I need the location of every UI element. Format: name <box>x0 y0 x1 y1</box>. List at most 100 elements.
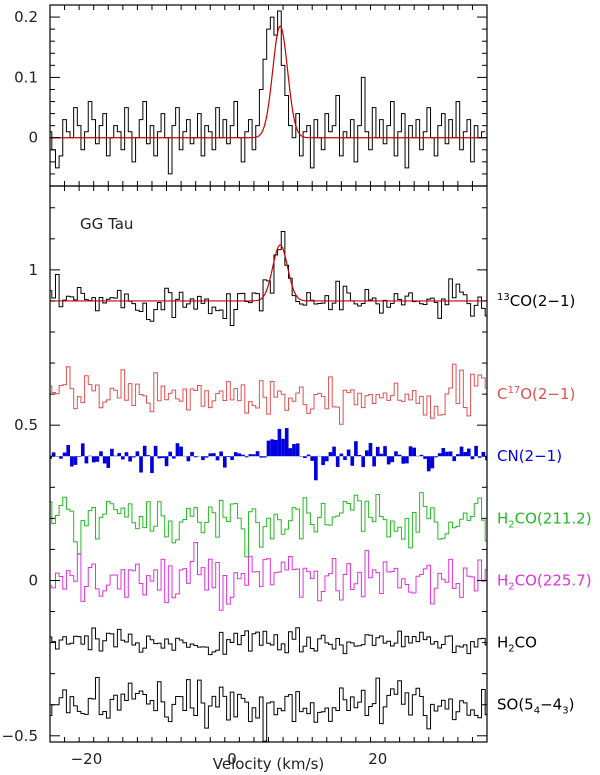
cn-channel-bar <box>255 451 260 457</box>
top-spectrum <box>50 10 486 175</box>
spectrum-6 <box>50 677 487 742</box>
cn-channel-bar <box>259 456 264 458</box>
series-label: H2CO(211.2) <box>497 509 592 530</box>
cn-channel-bar <box>485 456 487 461</box>
cn-channel-bar <box>470 456 475 460</box>
cn-channel-bar <box>295 443 300 457</box>
y-tick-label: −0.5 <box>2 727 38 745</box>
y-tick-label: 0.5 <box>14 416 38 434</box>
cn-channel-bar <box>95 456 100 462</box>
cn-channel-bar <box>124 452 129 457</box>
series-label: C17O(2−1) <box>497 385 575 403</box>
cn-channel-bar <box>128 456 132 462</box>
cn-channel-bar <box>102 456 107 464</box>
cn-channel-bar <box>288 448 293 457</box>
series-label: SO(54−43) <box>497 696 574 717</box>
cn-channel-bar <box>142 445 147 457</box>
cn-channel-bar <box>230 456 234 461</box>
series-label: 13CO(2−1) <box>497 292 575 310</box>
x-tick-label: 20 <box>368 750 387 768</box>
cn-channel-bar <box>266 440 271 457</box>
cn-channel-bar <box>357 454 362 457</box>
cn-channel-bar <box>248 454 253 457</box>
spectrum-3 <box>50 492 487 558</box>
cn-channel-bar <box>350 456 355 466</box>
cn-channel-bar <box>459 446 464 457</box>
cn-channel-bar <box>448 451 453 457</box>
x-tick-label: −20 <box>71 750 103 768</box>
cn-channel-bar <box>190 451 194 457</box>
cn-channel-bar <box>452 456 457 462</box>
cn-channel-bar <box>233 452 238 457</box>
y-tick-label: 0.1 <box>14 68 38 86</box>
cn-channel-bar <box>51 452 56 457</box>
top-panel: 0 0.1 0.2 <box>14 4 488 187</box>
cn-channel-bar <box>222 456 227 468</box>
cn-channel-bar <box>401 456 406 464</box>
cn-channel-bar <box>270 439 274 457</box>
y-tick-label: 0.2 <box>14 8 38 26</box>
cn-channel-bar <box>77 456 81 457</box>
cn-channel-bar <box>201 456 205 461</box>
gaussian-fit <box>50 244 487 302</box>
cn-channel-bar <box>477 456 482 458</box>
spectrum-4 <box>50 541 487 611</box>
x-axis-label: Velocity (km/s) <box>213 755 324 773</box>
cn-channel-bar <box>219 451 223 457</box>
cn-channel-bar <box>481 451 486 457</box>
cn-channel-bar <box>186 456 191 462</box>
top-gaussian-fit <box>50 25 487 139</box>
cn-channel-bar <box>405 456 409 464</box>
cn-channel-bar <box>244 456 249 458</box>
cn-channel-bar <box>110 448 114 457</box>
cn-channel-bar <box>474 445 478 457</box>
cn-channel-bar <box>346 449 351 457</box>
plot-frame <box>49 4 488 187</box>
cn-channel-bar <box>106 456 111 468</box>
cn-channel-bar <box>419 454 424 457</box>
cn-channel-bar <box>394 451 398 457</box>
cn-channel-bar <box>252 454 256 457</box>
cn-channel-bar <box>445 451 449 457</box>
cn-channel-bar <box>303 456 307 458</box>
cn-channel-bar <box>441 448 446 457</box>
cn-channel-bar <box>175 443 180 457</box>
cn-channel-bar <box>241 454 245 457</box>
cn-channel-bar <box>390 456 395 463</box>
cn-channel-bar <box>310 456 315 461</box>
cn-channel-bar <box>179 446 183 457</box>
cn-channel-bar <box>321 456 325 466</box>
spectrum-0 <box>50 231 487 327</box>
cn-channel-bar <box>324 456 329 462</box>
cn-channel-bar <box>372 456 376 467</box>
series-label: H2CO(225.7) <box>497 571 592 592</box>
cn-channel-bar <box>150 456 154 474</box>
cn-channel-bar <box>208 453 213 457</box>
cn-channel-bar <box>434 456 438 458</box>
cn-channel-bar <box>314 456 318 481</box>
cn-channel-bar <box>215 456 220 461</box>
panel-title: GG Tau <box>80 215 133 233</box>
y-tick-label: 0 <box>28 129 38 147</box>
cn-channel-bar <box>408 446 413 457</box>
series-label: CN(2−1) <box>497 447 562 465</box>
cn-channel-bar <box>354 441 358 457</box>
cn-channel-bar <box>161 456 165 459</box>
cn-channel-bar <box>339 453 344 457</box>
cn-channel-bar <box>168 451 172 457</box>
cn-channel-bar <box>88 455 92 457</box>
y-tick-label: 0 <box>28 571 38 589</box>
cn-channel-bar <box>99 451 103 457</box>
cn-channel-bar <box>164 456 169 467</box>
cn-channel-bar <box>306 454 311 457</box>
series-label: H2CO <box>497 634 537 655</box>
cn-channel-bar <box>91 456 96 463</box>
cn-channel-bar <box>80 443 85 457</box>
cn-channel-bar <box>117 453 122 457</box>
cn-channel-bar <box>131 456 136 458</box>
cn-channel-bar <box>59 456 63 459</box>
cn-channel-bar <box>412 447 416 457</box>
spectrum-1 <box>50 363 487 425</box>
cn-channel-bar <box>423 456 427 459</box>
